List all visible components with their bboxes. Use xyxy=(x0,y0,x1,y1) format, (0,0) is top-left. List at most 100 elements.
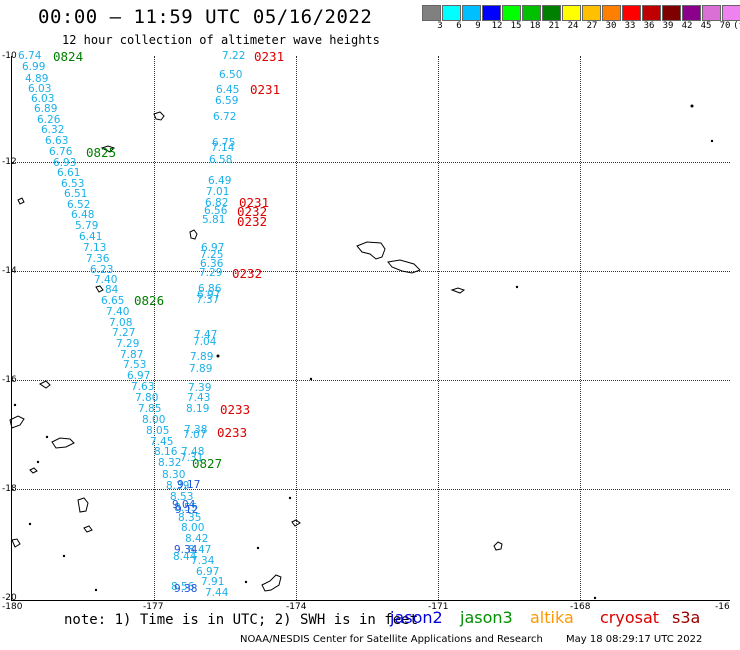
colorbar-swatch xyxy=(702,5,721,21)
legend-altika: altika xyxy=(530,608,574,627)
wave-height-label: 7.14 xyxy=(211,142,235,154)
wave-height-label: 8.00 xyxy=(142,414,166,426)
island-outline xyxy=(189,229,198,240)
lat-tick-label: -16 xyxy=(2,375,17,385)
wave-height-label: 8.47 xyxy=(188,544,212,556)
wave-height-label: 6.48 xyxy=(71,209,95,221)
timestamp: May 18 08:29:17 UTC 2022 xyxy=(566,634,703,645)
map-subtitle: 12 hour collection of altimeter wave hei… xyxy=(62,33,380,47)
wave-height-label: 8.42 xyxy=(185,533,209,545)
wave-height-label: 6.89 xyxy=(34,103,58,115)
island-outline xyxy=(17,197,25,205)
wave-height-label: 6.93 xyxy=(53,157,77,169)
wave-height-label: 6.49 xyxy=(208,175,232,187)
wave-height-label: 5.79 xyxy=(75,220,99,232)
island-dot xyxy=(216,354,220,358)
wave-height-label: 7.89 xyxy=(190,351,214,363)
wave-height-label: 6.03 xyxy=(28,83,52,95)
pass-time-label: 0232 xyxy=(237,214,268,229)
wave-height-label: 6.45 xyxy=(216,84,240,96)
wave-height-label: 7.45 xyxy=(150,436,174,448)
island-outline xyxy=(29,467,38,474)
colorbar-label: 70 xyxy=(719,21,731,31)
wave-height-label: 6.75 xyxy=(212,137,236,149)
wave-height-label: 7.40 xyxy=(94,274,118,286)
wave-height-label: 7.63 xyxy=(131,381,155,393)
wave-height-label: 6.56 xyxy=(204,205,228,217)
island-dot xyxy=(288,496,292,500)
wave-height-label: 8.44 xyxy=(173,551,197,563)
wave-height-label: 9.34 xyxy=(174,544,198,556)
wave-height-label: 7.91 xyxy=(201,576,225,588)
colorbar-label: 39 xyxy=(662,21,674,31)
map-frame xyxy=(11,56,730,601)
island-outline xyxy=(450,287,466,294)
pass-time-label: 0826 xyxy=(134,293,165,308)
wave-height-label: 7.47 xyxy=(194,329,218,341)
island-dot xyxy=(94,588,98,592)
pass-time-label: 0827 xyxy=(192,456,223,471)
lon-tick-label: -168 xyxy=(570,602,591,612)
wave-height-label: 8.30 xyxy=(162,469,186,481)
colorbar-swatch xyxy=(582,5,601,21)
wave-height-label: 7.48 xyxy=(181,446,205,458)
wave-height-label: 7.13 xyxy=(83,242,107,254)
wave-height-label: 7.43 xyxy=(187,392,211,404)
wave-height-label: 7.31 xyxy=(180,452,204,464)
wave-height-label: 6.99 xyxy=(22,61,46,73)
wave-height-label: 7.53 xyxy=(123,359,147,371)
wave-height-label: 4.89 xyxy=(25,73,49,85)
legend-jason3: jason3 xyxy=(460,608,513,627)
wave-height-label: 6.41 xyxy=(79,231,103,243)
colorbar-label: 36 xyxy=(643,21,655,31)
wave-height-label: 6.97 xyxy=(201,242,225,254)
wave-height-label: 6.76 xyxy=(49,146,73,158)
colorbar-label: 45 xyxy=(700,21,712,31)
colorbar-label: 3 xyxy=(437,21,443,31)
island-dot xyxy=(45,435,49,439)
wave-height-label: 7.44 xyxy=(205,587,229,599)
colorbar-swatch xyxy=(482,5,501,21)
island-outline xyxy=(83,525,93,533)
map-title: 00:00 – 11:59 UTC 05/16/2022 xyxy=(38,6,373,28)
wave-height-label: 7.25 xyxy=(200,249,224,261)
wave-height-label: 6.26 xyxy=(37,114,61,126)
wave-height-label: 9.12 xyxy=(175,504,199,516)
colorbar-swatch xyxy=(422,5,441,21)
pass-time-label: 0231 xyxy=(250,82,281,97)
colorbar xyxy=(422,5,740,21)
island-dot xyxy=(13,403,17,407)
wave-height-label: 7.34 xyxy=(191,555,215,567)
colorbar-swatch xyxy=(622,5,641,21)
wave-height-label: 7.01 xyxy=(206,186,230,198)
wave-height-label: 8.05 xyxy=(146,425,170,437)
colorbar-swatch xyxy=(662,5,681,21)
colorbar-label: 30 xyxy=(605,21,617,31)
lon-tick-label: -177 xyxy=(143,602,164,612)
wave-height-label: 6.58 xyxy=(209,154,233,166)
island-outline xyxy=(356,241,386,260)
colorbar-label: 27 xyxy=(586,21,598,31)
wave-height-label: 8.39 xyxy=(166,480,190,492)
colorbar-label: 33 xyxy=(624,21,636,31)
colorbar-label: 6 xyxy=(456,21,462,31)
wave-height-label: 9.38 xyxy=(174,583,198,595)
island-dot xyxy=(244,580,248,584)
pass-time-label: 0231 xyxy=(239,195,270,210)
wave-height-label: 7.40 xyxy=(106,306,130,318)
island-outline xyxy=(387,259,421,274)
island-outline xyxy=(51,437,75,449)
wave-height-label: 6.52 xyxy=(67,199,91,211)
wave-height-label: 7.38 xyxy=(184,424,208,436)
wave-height-label: 8.16 xyxy=(154,446,178,458)
island-dot xyxy=(515,285,519,289)
lon-tick-label: -180 xyxy=(2,602,23,612)
gridline-lon xyxy=(296,56,297,600)
pass-time-label: 0825 xyxy=(86,145,117,160)
wave-height-label: 7.27 xyxy=(112,327,136,339)
colorbar-label: 42 xyxy=(681,21,693,31)
legend-cryosat: cryosat xyxy=(600,608,660,627)
colorbar-label: 9 xyxy=(475,21,481,31)
wave-height-label: 8.19 xyxy=(186,403,210,415)
